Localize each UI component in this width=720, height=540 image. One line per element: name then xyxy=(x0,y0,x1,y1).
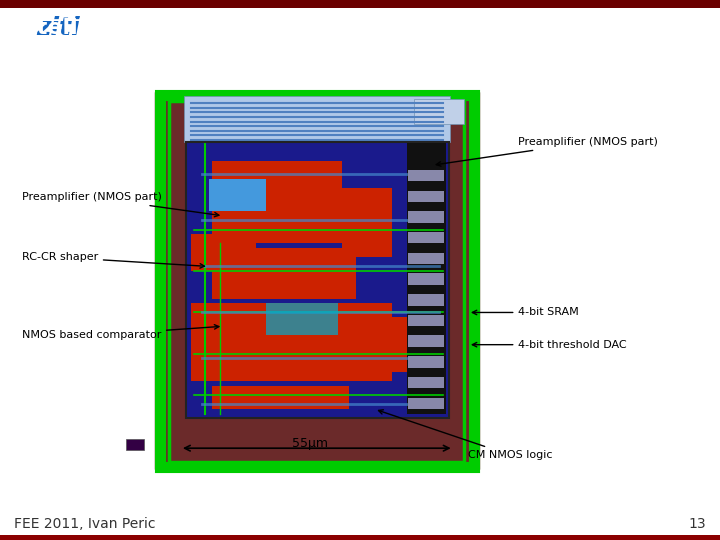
Text: 4-bit threshold DAC: 4-bit threshold DAC xyxy=(472,340,627,350)
Bar xyxy=(408,211,444,222)
Bar xyxy=(212,248,356,299)
Bar xyxy=(186,142,449,418)
Bar xyxy=(0,535,720,540)
Bar xyxy=(212,386,349,409)
Bar xyxy=(184,96,450,142)
Text: 13: 13 xyxy=(688,517,706,531)
Bar xyxy=(408,253,444,264)
Bar xyxy=(408,397,444,409)
Bar xyxy=(408,232,444,244)
Bar xyxy=(266,303,338,335)
Bar xyxy=(408,356,444,368)
Bar xyxy=(155,92,479,469)
Bar xyxy=(160,95,474,467)
Bar xyxy=(408,191,444,202)
Bar xyxy=(186,142,449,418)
Bar xyxy=(342,317,407,372)
Bar xyxy=(209,179,266,211)
Bar xyxy=(191,303,392,381)
Text: FEE 2011, Ivan Peric: FEE 2011, Ivan Peric xyxy=(14,517,156,531)
Text: CM NMOS logic: CM NMOS logic xyxy=(379,410,552,460)
Bar xyxy=(191,234,256,271)
Text: 55μm: 55μm xyxy=(292,437,328,450)
Text: RC-CR shaper: RC-CR shaper xyxy=(22,252,204,268)
Text: ziti: ziti xyxy=(36,16,79,39)
Bar xyxy=(126,439,144,450)
Bar xyxy=(408,335,444,347)
Bar xyxy=(414,98,464,124)
Bar xyxy=(408,377,444,388)
Bar xyxy=(408,315,444,326)
Bar xyxy=(342,188,392,257)
Text: 4-bit SRAM: 4-bit SRAM xyxy=(472,307,579,318)
Bar xyxy=(408,273,444,285)
Text: Preamplifier (NMOS part): Preamplifier (NMOS part) xyxy=(436,137,658,166)
Text: NMOS based comparator: NMOS based comparator xyxy=(22,325,219,340)
Bar xyxy=(408,170,444,181)
Bar xyxy=(212,160,342,244)
Bar xyxy=(408,294,444,306)
Bar xyxy=(0,0,720,8)
Text: „Intelligent“ particle sensitive pixel in 350nm technology: „Intelligent“ particle sensitive pixel i… xyxy=(0,18,720,38)
Bar xyxy=(169,101,464,462)
Text: Preamplifier (NMOS part): Preamplifier (NMOS part) xyxy=(22,192,219,217)
Bar xyxy=(407,142,446,414)
